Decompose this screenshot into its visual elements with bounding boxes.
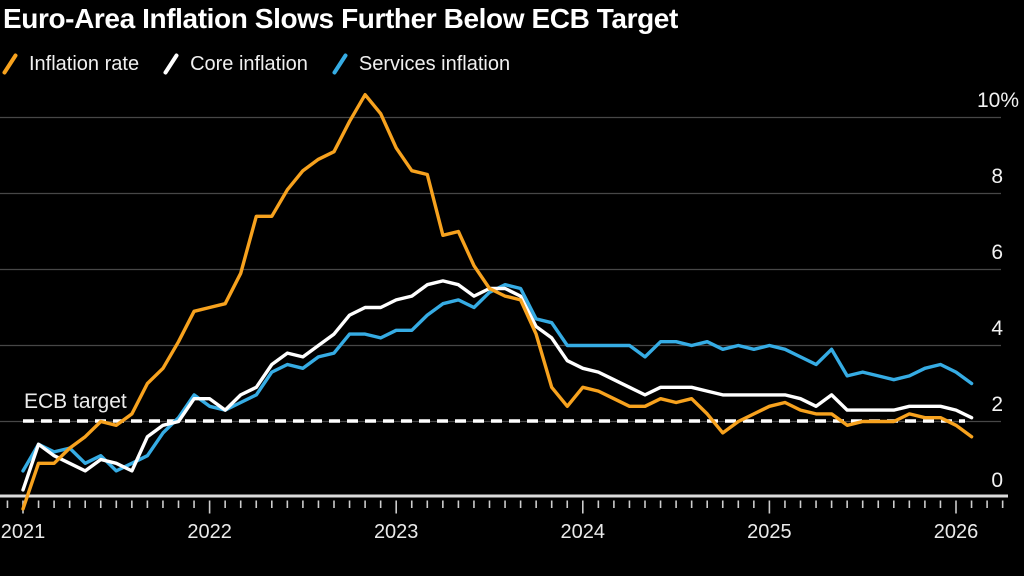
x-axis-label: 2026: [933, 521, 979, 543]
y-axis-label: 4: [991, 316, 1003, 340]
legend-item-label: Inflation rate: [29, 52, 140, 75]
y-axis-label: 2: [991, 392, 1003, 416]
line-swatch-stroke: [332, 53, 348, 75]
ecb-target-label: ECB target: [24, 390, 127, 413]
line-swatch-stroke: [163, 53, 179, 75]
y-axis-label: 6: [991, 240, 1003, 264]
line-swatch-stroke: [2, 53, 18, 75]
x-axis-label: 2022: [187, 521, 232, 543]
line-swatch-icon: [332, 53, 348, 75]
series-line-services-inflation: [21, 283, 974, 473]
legend-item-inflation-rate: Inflation rate: [2, 53, 139, 76]
legend-item-label: Services inflation: [358, 52, 511, 75]
chart-title: Euro-Area Inflation Slows Further Below …: [3, 3, 678, 34]
y-axis-label: 0: [991, 468, 1003, 492]
legend-item-label: Core inflation: [190, 52, 308, 75]
x-axis-label: 2025: [747, 521, 792, 543]
x-axis-label: 2024: [560, 521, 606, 543]
y-axis-label: 8: [991, 164, 1003, 188]
series-line-core-inflation: [21, 279, 974, 492]
series-line-inflation-rate: [21, 92, 974, 511]
legend-item-services-inflation: Services inflation: [332, 53, 510, 76]
line-swatch-icon: [163, 53, 179, 75]
x-axis-label: 2021: [0, 521, 46, 543]
legend-item-core-inflation: Core inflation: [163, 53, 308, 76]
y-axis-label: 10%: [976, 88, 1019, 112]
legend: Inflation rate Core inflation Services inf…: [2, 51, 510, 77]
x-axis-label: 2023: [373, 521, 419, 543]
line-swatch-icon: [2, 53, 18, 75]
